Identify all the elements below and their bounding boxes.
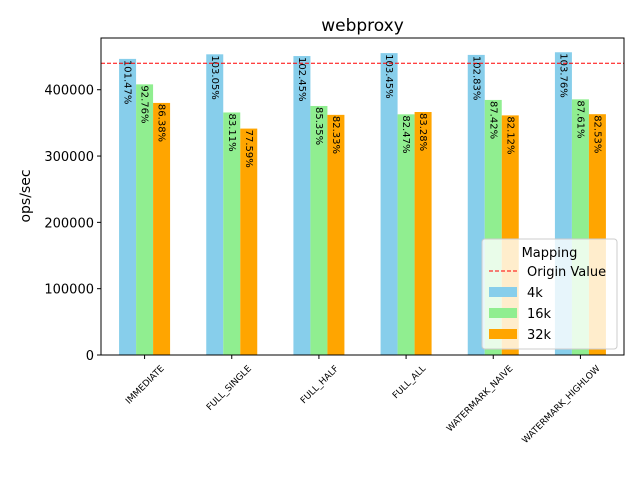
bar-label-32k-full_all: 83.28% (417, 113, 428, 151)
legend-label-4k: 4k (527, 286, 543, 301)
bar-label-32k-watermark_naive: 82.12% (504, 116, 515, 154)
legend-swatch-4k (489, 287, 517, 297)
y-tick-label: 200000 (44, 216, 94, 231)
bar-label-16k-full_single: 83.11% (226, 113, 237, 151)
bar-32k-full_half (327, 114, 345, 355)
bar-label-16k-watermark_highlow: 87.61% (574, 100, 585, 138)
y-tick-label: 400000 (44, 84, 94, 99)
legend-box (481, 238, 618, 350)
y-tick-label: 300000 (44, 150, 94, 165)
bar-labels-layer: 101.47% 92.76% 86.38% 103.05% 83.11% 77.59% 10… (122, 53, 603, 167)
chart-title: webproxy (321, 16, 404, 36)
bar-label-32k-immediate: 86.38% (156, 104, 167, 142)
bar-4k-full_single (206, 54, 224, 356)
bar-4k-watermark_naive (467, 54, 485, 356)
x-tick-label: WATERMARK_NAIVE (445, 364, 515, 434)
bar-32k-full_all (414, 112, 432, 355)
y-tick-label: 0 (86, 349, 94, 364)
bar-label-4k-watermark_highlow: 103.76% (557, 53, 568, 98)
legend-origin-label: Origin Value (527, 265, 606, 280)
legend: Mapping Origin Value 4k 16k 32k (481, 238, 618, 350)
y-axis-label: ops/sec (18, 169, 34, 222)
x-tick-label: IMMEDIATE (124, 364, 167, 407)
bar-32k-immediate (153, 102, 171, 355)
x-tick-label: FULL_ALL (391, 364, 428, 401)
x-tick-label: FULL_HALF (299, 364, 341, 406)
x-tick-label: WATERMARK_HIGHLOW (521, 364, 603, 446)
legend-swatch-16k (489, 308, 517, 318)
x-axis-ticks: IMMEDIATE FULL_SINGLE FULL_HALF FULL_ALL WAT… (124, 355, 603, 446)
legend-label-16k: 16k (527, 307, 552, 322)
bar-label-32k-full_half: 82.33% (330, 116, 341, 154)
bar-label-32k-full_single: 77.59% (243, 130, 254, 168)
bar-4k-full_all (380, 53, 398, 355)
bar-label-4k-immediate: 101.47% (122, 60, 133, 105)
bar-label-32k-watermark_highlow: 82.53% (591, 115, 602, 153)
legend-label-32k: 32k (527, 328, 552, 343)
bar-label-16k-immediate: 92.76% (139, 85, 150, 123)
y-tick-label: 100000 (44, 283, 94, 298)
bar-label-4k-full_single: 103.05% (209, 55, 220, 100)
bar-32k-full_single (240, 128, 258, 355)
bar-label-16k-watermark_naive: 87.42% (487, 101, 498, 139)
bar-4k-immediate (119, 58, 137, 355)
bar-16k-full_half (310, 105, 328, 355)
bar-label-4k-watermark_naive: 102.83% (470, 56, 481, 101)
bar-label-4k-full_all: 103.45% (383, 54, 394, 98)
bar-16k-full_all (397, 114, 415, 356)
bar-label-4k-full_half: 102.45% (296, 57, 307, 102)
legend-swatch-32k (489, 329, 517, 339)
bar-16k-full_single (223, 112, 241, 356)
bar-16k-immediate (136, 84, 154, 356)
bar-label-16k-full_all: 82.47% (400, 115, 411, 153)
legend-title: Mapping (522, 246, 578, 261)
x-tick-label: FULL_SINGLE (205, 364, 254, 413)
y-axis-ticks: 0 100000 200000 300000 400000 (44, 84, 101, 364)
bar-label-16k-full_half: 85.35% (313, 107, 324, 145)
plot-frame (100, 37, 625, 356)
bar-4k-full_half (293, 56, 311, 356)
